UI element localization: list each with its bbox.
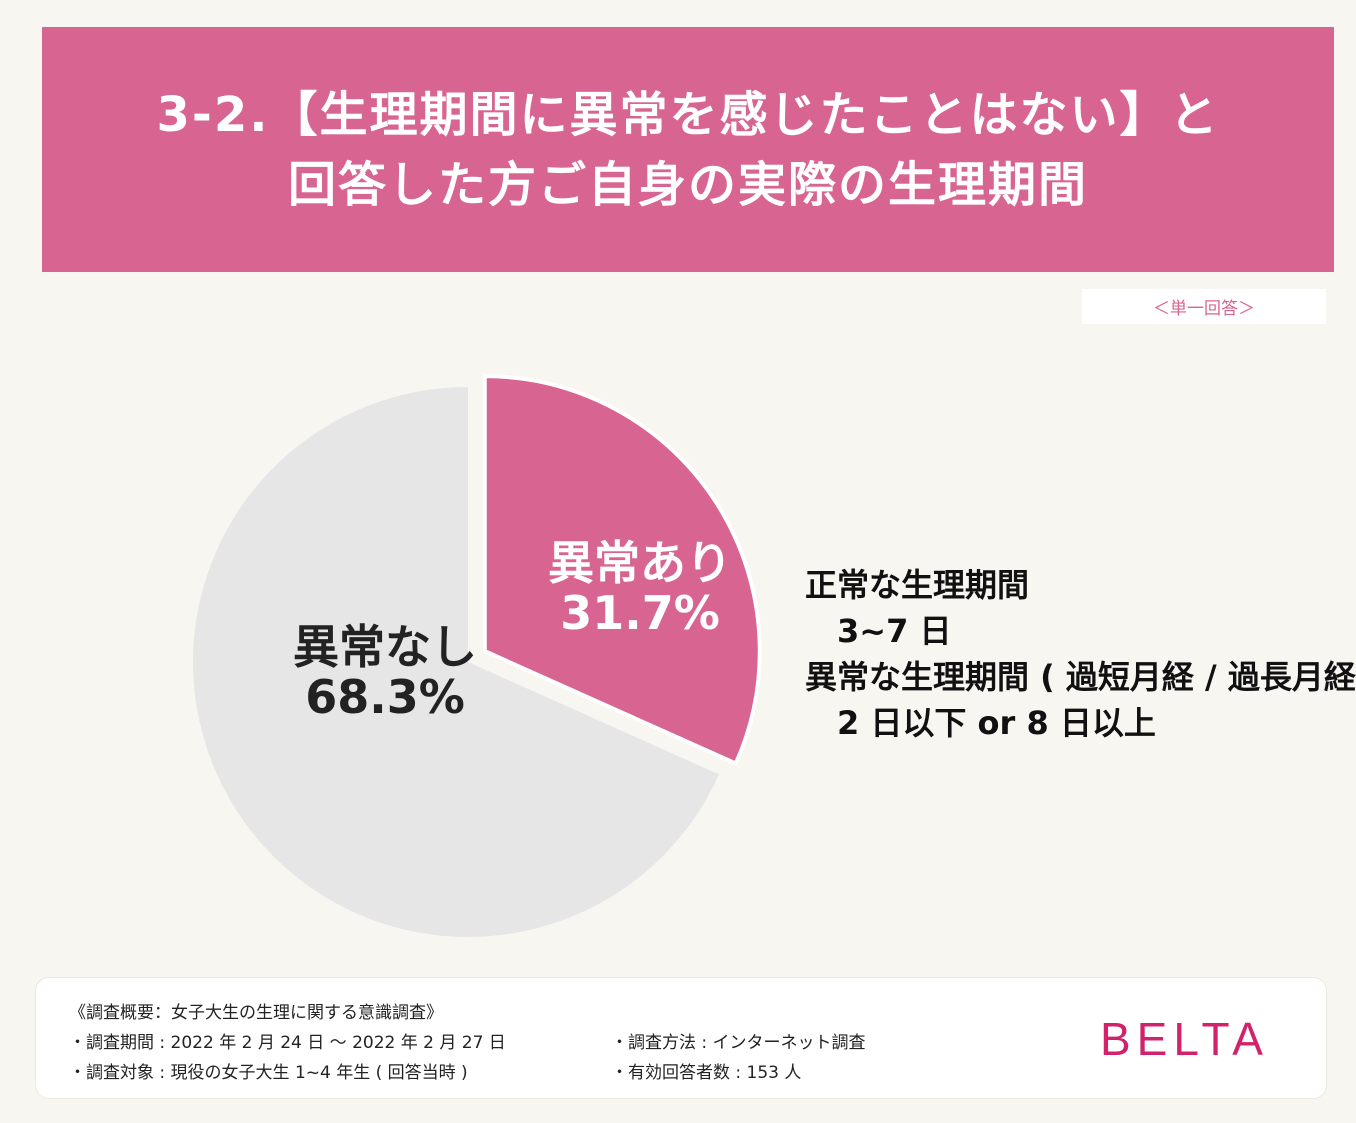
title-banner: 3-2.【生理期間に異常を感じたことはない】と 回答した方ご自身の実際の生理期間 <box>42 27 1334 272</box>
normal-period-title: 正常な生理期間 <box>805 566 1030 604</box>
survey-heading: 《調査概要：女子大生の生理に関する意識調査》 <box>69 1003 443 1023</box>
belta-logo: BELTA <box>1100 1013 1269 1065</box>
period-notes: 正常な生理期間 3~7 日 異常な生理期間 ( 過短月経 / 過長月経 ) 2 … <box>805 562 1356 746</box>
title-line-1: 3-2.【生理期間に異常を感じたことはない】と <box>156 86 1220 143</box>
single-answer-badge: ＜単一回答＞ <box>1082 289 1326 324</box>
survey-period: ・調査期間 : 2022 年 2 月 24 日 ～ 2022 年 2 月 27 … <box>69 1033 506 1053</box>
survey-respondents: ・有効回答者数 : 153 人 <box>611 1063 802 1083</box>
slice-name-abnormal: 異常あり <box>548 536 732 590</box>
slice-value-normal: 68.3% <box>305 670 465 724</box>
survey-target: ・調査対象 : 現役の女子大生 1~4 年生 ( 回答当時 ) <box>69 1063 468 1083</box>
abnormal-period-value: 2 日以下 or 8 日以上 <box>837 704 1156 742</box>
title-line-2: 回答した方ご自身の実際の生理期間 <box>287 156 1088 213</box>
slice-label-normal: 異常なし 68.3% <box>255 622 515 722</box>
normal-period-value: 3~7 日 <box>837 612 952 650</box>
slice-label-abnormal: 異常あり 31.7% <box>510 538 770 638</box>
slice-value-abnormal: 31.7% <box>560 586 720 640</box>
slice-name-normal: 異常なし <box>293 620 477 674</box>
survey-summary-box: 《調査概要：女子大生の生理に関する意識調査》 ・調査期間 : 2022 年 2 … <box>35 977 1327 1099</box>
survey-method: ・調査方法 : インターネット調査 <box>611 1033 866 1053</box>
pie-slice-0 <box>482 374 762 767</box>
pie-slice-1 <box>193 387 719 938</box>
abnormal-period-title: 異常な生理期間 ( 過短月経 / 過長月経 ) <box>805 658 1356 696</box>
